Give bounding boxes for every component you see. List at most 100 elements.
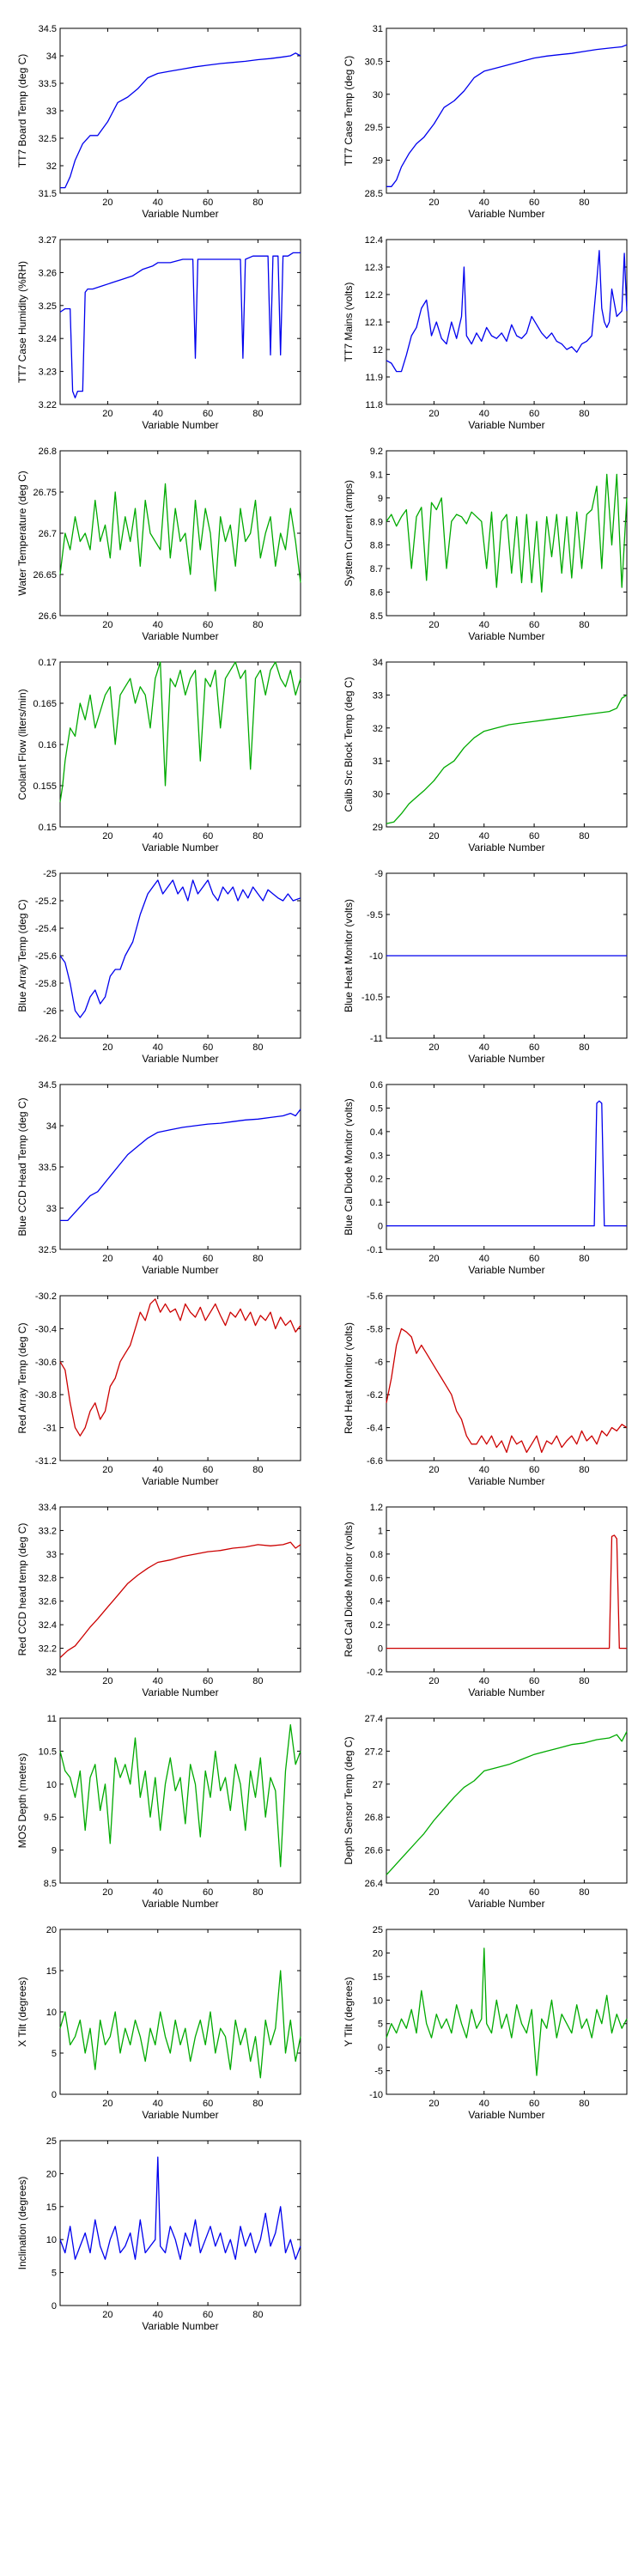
x-tick-label: 40	[479, 409, 489, 419]
plot-frame	[386, 661, 628, 828]
y-tick-label: 0	[52, 2301, 57, 2312]
y-tick-label: -6.6	[367, 1456, 383, 1467]
series-line	[386, 473, 628, 593]
chart-11: 20 40 60 80 32.5 33 33.5 34 34.5 Variable Number B…	[16, 1080, 301, 1276]
x-tick-label: 20	[102, 1887, 112, 1898]
x-tick-label: 60	[529, 831, 539, 841]
y-axis-label: Inclination (degrees)	[16, 2177, 28, 2270]
x-tick-label: 40	[153, 1042, 163, 1053]
x-tick-label: 40	[479, 1676, 489, 1686]
y-tick-label: 0.1	[370, 1198, 383, 1208]
y-tick-label: 31.5	[39, 189, 57, 199]
y-tick-label: 15	[46, 1966, 57, 1977]
y-tick-label: 34	[46, 52, 57, 62]
x-axis-label: Variable Number	[468, 1053, 544, 1065]
y-tick-label: 32.5	[39, 1245, 57, 1255]
y-tick-label: 32.5	[39, 134, 57, 144]
y-tick-label: 0.6	[370, 1573, 383, 1583]
x-tick-label: 60	[203, 2099, 213, 2109]
x-tick-label: 20	[428, 620, 439, 630]
x-tick-label: 60	[529, 1042, 539, 1053]
y-axis-label: X Tilt (degrees)	[16, 1977, 28, 2046]
x-tick-label: 40	[153, 197, 163, 208]
y-tick-label: 1.2	[370, 1503, 383, 1513]
x-tick-label: 20	[102, 409, 112, 419]
y-tick-label: -6	[374, 1358, 383, 1368]
y-tick-label: 3.22	[39, 400, 57, 410]
series-line	[59, 1541, 301, 1658]
plot-frame	[386, 1506, 628, 1673]
x-tick-label: 80	[579, 1254, 589, 1264]
y-axis-label: Blue Heat Monitor (volts)	[343, 899, 355, 1012]
y-axis-label: Calib Src Block Temp (deg C)	[343, 677, 355, 811]
y-tick-label: 27.4	[365, 1714, 383, 1724]
y-axis-label: Blue CCD Head Temp (deg C)	[16, 1097, 28, 1236]
y-tick-label: 33	[373, 690, 383, 701]
y-tick-label: 3.24	[39, 334, 57, 344]
y-tick-label: -0.2	[367, 1668, 383, 1678]
x-tick-label: 20	[428, 1887, 439, 1898]
x-axis-label: Variable Number	[468, 419, 544, 431]
x-tick-label: 80	[252, 197, 263, 208]
y-tick-label: 26.7	[39, 529, 57, 539]
x-tick-label: 80	[252, 2099, 263, 2109]
y-tick-label: 20	[46, 2169, 57, 2179]
x-tick-label: 60	[529, 620, 539, 630]
x-tick-label: 80	[252, 1465, 263, 1475]
x-tick-label: 80	[579, 1465, 589, 1475]
y-tick-label: -6.2	[367, 1390, 383, 1400]
chart-17: 20 40 60 80 8.5 9 9.5 10 10.5 11 Variable Number MO…	[16, 1714, 301, 1910]
y-tick-label: 0.4	[370, 1597, 383, 1607]
x-tick-label: 20	[428, 409, 439, 419]
y-tick-label: 34.5	[39, 1080, 57, 1091]
x-tick-label: 40	[153, 409, 163, 419]
y-tick-label: 32	[46, 1668, 57, 1678]
plot-frame	[386, 1717, 628, 1884]
y-tick-label: 12.1	[365, 318, 383, 328]
x-tick-label: 80	[252, 1042, 263, 1053]
y-tick-label: -30.6	[35, 1358, 57, 1368]
y-tick-label: 20	[373, 1948, 383, 1959]
chart-14: 20 40 60 80 -6.6 -6.4 -6.2 -6 -5.8 -5.6 Variable N…	[343, 1291, 628, 1487]
y-tick-label: 29.5	[365, 123, 383, 133]
plot-frame	[59, 1929, 301, 2095]
y-tick-label: 8.6	[370, 588, 383, 598]
chart-16: 20 40 60 80 -0.2 0 0.2 0.4 0.6 0.8 1 1.2 Variable Nu…	[343, 1503, 628, 1698]
y-tick-label: -30.8	[35, 1390, 57, 1400]
y-tick-label: 12.3	[365, 263, 383, 273]
x-tick-label: 20	[102, 1676, 112, 1686]
y-tick-label: 26.4	[365, 1879, 383, 1889]
chart-13: 20 40 60 80 -31.2 -31 -30.8 -30.6 -30.4 -30.2 Vari…	[16, 1291, 301, 1487]
y-tick-label: 30	[373, 90, 383, 100]
y-axis-label: TT7 Case Temp (deg C)	[343, 56, 355, 167]
series-line	[59, 1724, 301, 1868]
y-tick-label: 31	[373, 756, 383, 767]
x-tick-label: 40	[479, 620, 489, 630]
y-axis-label: Red Cal Diode Monitor (volts)	[343, 1522, 355, 1656]
y-tick-label: -0.1	[367, 1245, 383, 1255]
x-tick-label: 60	[203, 1254, 213, 1264]
y-tick-label: 8.5	[370, 611, 383, 622]
y-tick-label: 32	[46, 161, 57, 172]
y-tick-label: -25.4	[35, 924, 57, 934]
y-tick-label: -10	[369, 2090, 383, 2100]
x-axis-label: Variable Number	[468, 1686, 544, 1698]
x-tick-label: 20	[102, 197, 112, 208]
plot-frame	[59, 1084, 301, 1250]
x-axis-label: Variable Number	[142, 1053, 218, 1065]
series-line	[59, 661, 301, 803]
x-tick-label: 20	[102, 1042, 112, 1053]
x-tick-label: 40	[479, 1042, 489, 1053]
y-axis-label: Depth Sensor Temp (deg C)	[343, 1736, 355, 1864]
y-tick-label: 27.2	[365, 1747, 383, 1757]
y-tick-label: -5	[374, 2067, 383, 2077]
chart-4: 20 40 60 80 11.8 11.9 12 12.1 12.2 12.3 12.4 Variab…	[343, 235, 628, 431]
chart-8: 20 40 60 80 29 30 31 32 33 34 Variable Number Calib…	[343, 658, 628, 854]
y-tick-label: 5	[52, 2269, 57, 2279]
y-tick-label: 33.5	[39, 1163, 57, 1173]
x-tick-label: 60	[203, 1887, 213, 1898]
plot-frame	[59, 1506, 301, 1673]
y-tick-label: -26.2	[35, 1034, 57, 1044]
x-tick-label: 40	[153, 1676, 163, 1686]
x-tick-label: 80	[579, 1887, 589, 1898]
